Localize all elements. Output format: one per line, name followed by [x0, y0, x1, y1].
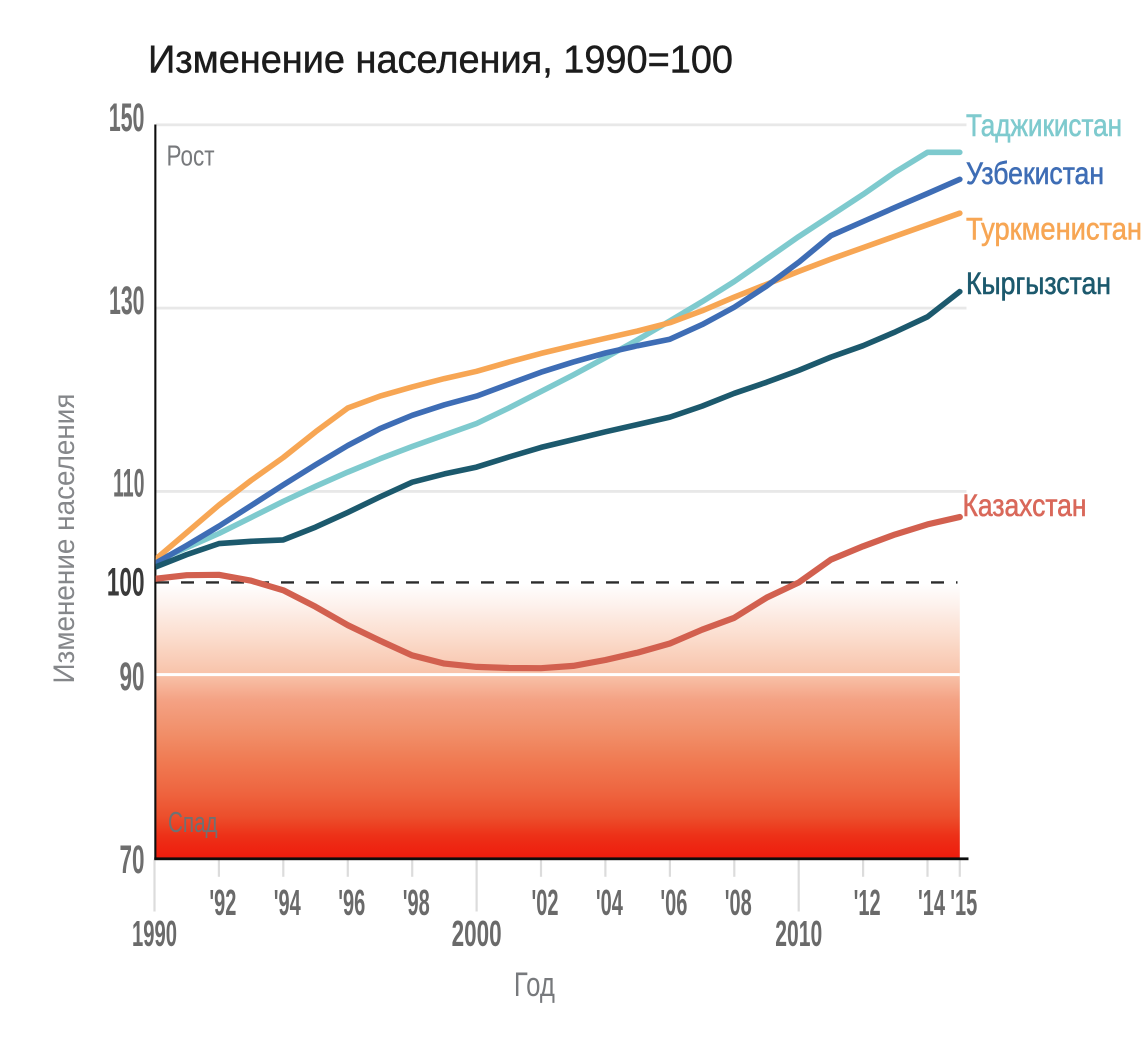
svg-text:2010: 2010 — [775, 913, 822, 954]
svg-text:Изменение населения: Изменение населения — [48, 394, 81, 684]
svg-text:Узбекистан: Узбекистан — [966, 155, 1104, 191]
svg-text:150: 150 — [109, 96, 145, 140]
svg-text:'14: '14 — [918, 882, 945, 923]
svg-text:100: 100 — [107, 560, 145, 604]
svg-text:'92: '92 — [209, 882, 236, 923]
svg-text:Изменение населения, 1990=100: Изменение населения, 1990=100 — [148, 39, 733, 82]
svg-text:Спад: Спад — [168, 807, 218, 839]
svg-text:70: 70 — [120, 838, 145, 882]
svg-text:Казахстан: Казахстан — [963, 487, 1087, 523]
svg-text:2000: 2000 — [452, 913, 502, 954]
svg-text:Таджикистан: Таджикистан — [966, 107, 1122, 143]
svg-text:'96: '96 — [338, 882, 365, 923]
svg-text:Кыргызстан: Кыргызстан — [966, 265, 1111, 301]
svg-text:Рост: Рост — [167, 140, 215, 172]
svg-text:130: 130 — [109, 279, 145, 323]
svg-text:'04: '04 — [596, 882, 623, 923]
svg-text:'12: '12 — [854, 882, 881, 923]
svg-text:'06: '06 — [660, 882, 687, 923]
svg-text:Туркменистан: Туркменистан — [966, 211, 1142, 247]
svg-text:Год: Год — [514, 966, 555, 1004]
svg-text:110: 110 — [113, 461, 145, 505]
svg-text:1990: 1990 — [132, 913, 177, 954]
svg-text:'94: '94 — [274, 882, 301, 923]
svg-text:90: 90 — [120, 655, 145, 699]
svg-text:'15: '15 — [950, 882, 977, 923]
svg-text:'02: '02 — [532, 882, 559, 923]
svg-text:'98: '98 — [403, 882, 430, 923]
svg-text:'08: '08 — [725, 882, 752, 923]
